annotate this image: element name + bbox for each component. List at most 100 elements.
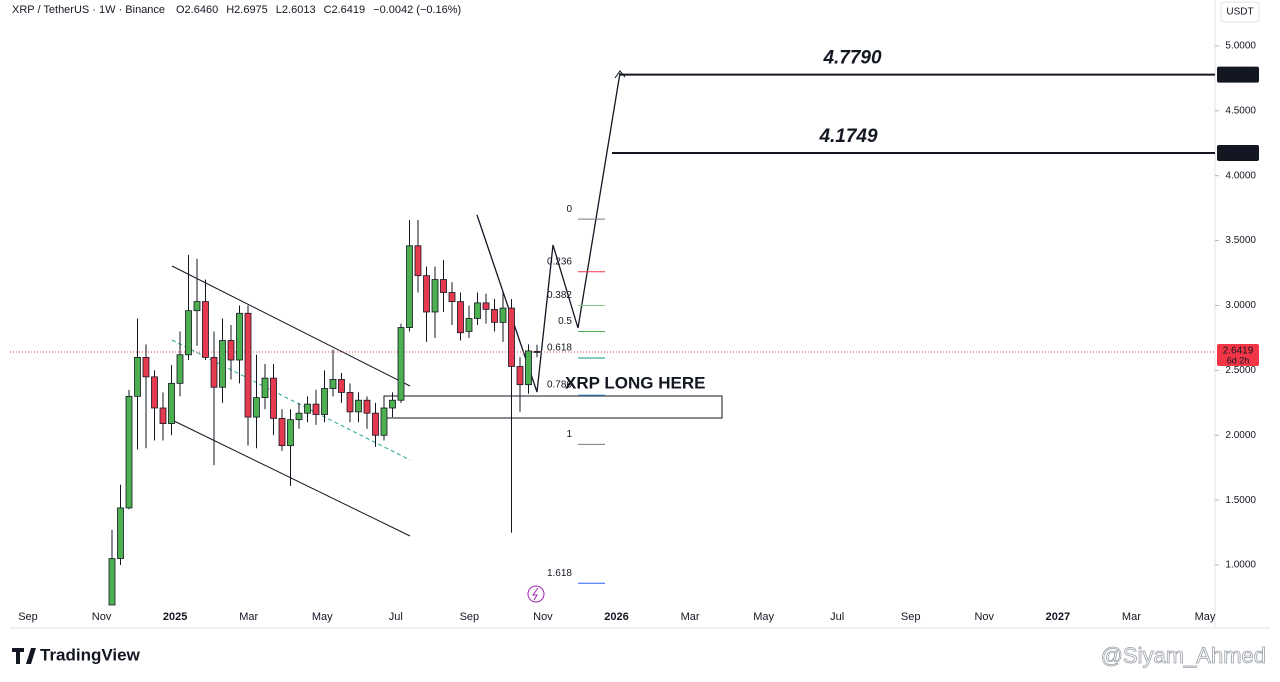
candle-body bbox=[151, 376, 158, 409]
y-tick-label: 1.5000 bbox=[1225, 495, 1256, 506]
ohlc-value: H2.6975 bbox=[226, 4, 268, 16]
x-tick-label: May bbox=[1195, 611, 1216, 623]
candle-body bbox=[338, 379, 345, 393]
countdown: 6d 2h bbox=[1227, 355, 1250, 365]
candle-body bbox=[236, 312, 243, 361]
candle-body bbox=[125, 395, 133, 509]
candle-body bbox=[253, 397, 260, 418]
channel-upper bbox=[171, 265, 411, 387]
target-label: 4.1749 bbox=[818, 126, 878, 147]
ohlc-value: O2.6460 bbox=[176, 4, 218, 16]
event-icon[interactable] bbox=[527, 585, 545, 603]
x-tick-label: Mar bbox=[681, 611, 700, 623]
fib-label: 0.786 bbox=[547, 380, 572, 391]
candle-body bbox=[329, 379, 337, 389]
y-tick-label: 2.5000 bbox=[1225, 365, 1256, 376]
candle-body bbox=[372, 412, 379, 436]
target-tag-label: 4.7790 bbox=[1223, 69, 1254, 80]
fib-label: 0.618 bbox=[547, 343, 572, 354]
fib-label: 0.5 bbox=[558, 316, 572, 327]
candle-body bbox=[363, 399, 371, 414]
last-price-label: 2.6419 bbox=[1223, 346, 1254, 357]
x-tick-label: Nov bbox=[92, 611, 112, 623]
x-tick-label: Nov bbox=[974, 611, 994, 623]
candle-body bbox=[261, 377, 269, 399]
x-tick-label: Mar bbox=[239, 611, 258, 623]
candle-body bbox=[406, 245, 413, 328]
candle-body bbox=[270, 377, 277, 419]
x-tick-label: Jul bbox=[389, 611, 403, 623]
candle-body bbox=[287, 419, 294, 447]
fib-label: 0.382 bbox=[547, 290, 572, 301]
candle-body bbox=[159, 407, 167, 424]
candle-body bbox=[202, 301, 209, 358]
y-tick-label: 5.0000 bbox=[1225, 41, 1256, 52]
candle-body bbox=[193, 301, 201, 312]
candle-body bbox=[219, 340, 226, 388]
last-price-tag bbox=[1217, 343, 1259, 366]
currency-box[interactable] bbox=[1220, 1, 1260, 23]
watermark: @Siyam_Ahmed bbox=[1101, 643, 1266, 668]
candle-body bbox=[448, 292, 456, 302]
candle-body bbox=[397, 327, 405, 401]
x-tick-label: 2026 bbox=[604, 611, 628, 623]
y-tick-label: 4.5000 bbox=[1225, 105, 1256, 116]
brand: TradingView bbox=[40, 645, 141, 664]
candle-body bbox=[491, 308, 498, 323]
candle-body bbox=[185, 310, 192, 356]
y-tick-label: 4.0000 bbox=[1225, 170, 1256, 181]
target-tag-label: 4.1749 bbox=[1223, 148, 1254, 159]
candle-body bbox=[176, 354, 184, 384]
y-tick-label: 2.0000 bbox=[1225, 430, 1256, 441]
brand-logo bbox=[12, 648, 36, 664]
candle-body bbox=[312, 403, 320, 415]
candle-body bbox=[457, 301, 464, 334]
candle-body bbox=[423, 275, 430, 313]
candle-body bbox=[380, 407, 388, 436]
candle-body bbox=[440, 279, 447, 293]
candle-body bbox=[389, 399, 396, 409]
x-tick-label: Mar bbox=[1122, 611, 1141, 623]
candle-body bbox=[321, 388, 328, 415]
candle-body bbox=[465, 318, 473, 332]
y-tick-label: 3.0000 bbox=[1225, 300, 1256, 311]
candle-body bbox=[304, 403, 311, 414]
candle-body bbox=[414, 245, 422, 277]
fib-label: 1 bbox=[566, 429, 572, 440]
fib-label: 0.236 bbox=[547, 256, 572, 267]
candle-body bbox=[168, 382, 175, 424]
candle-body bbox=[142, 356, 150, 378]
annotation: XRP LONG HERE bbox=[565, 373, 705, 392]
x-tick-label: Sep bbox=[460, 611, 480, 623]
target-tag bbox=[1217, 66, 1259, 83]
candle-body bbox=[431, 279, 439, 313]
candle-body bbox=[227, 340, 235, 361]
candle-body bbox=[278, 417, 286, 447]
x-tick-label: May bbox=[312, 611, 333, 623]
x-tick-label: 2027 bbox=[1046, 611, 1070, 623]
candle-body bbox=[474, 302, 481, 319]
candle-body bbox=[482, 302, 490, 310]
candle-body bbox=[355, 399, 362, 413]
x-tick-label: May bbox=[753, 611, 774, 623]
x-tick-label: Sep bbox=[901, 611, 921, 623]
y-tick-label: 3.5000 bbox=[1225, 235, 1256, 246]
candle-body bbox=[108, 558, 116, 606]
x-tick-label: Sep bbox=[18, 611, 38, 623]
candle-body bbox=[346, 392, 354, 413]
candle-body bbox=[210, 356, 218, 388]
x-tick-label: 2025 bbox=[163, 611, 187, 623]
candle-body bbox=[516, 366, 524, 386]
candle-body bbox=[244, 312, 252, 418]
candle-body bbox=[525, 350, 532, 386]
fib-label: 0 bbox=[566, 204, 572, 215]
fib-label: 1.618 bbox=[547, 568, 572, 579]
candle-body bbox=[295, 412, 303, 421]
x-tick-label: Nov bbox=[533, 611, 553, 623]
candle-body bbox=[533, 351, 541, 353]
ohlc-value: C2.6419 bbox=[324, 4, 366, 16]
symbol: XRP / TetherUS · 1W · Binance bbox=[12, 4, 165, 16]
candle-body bbox=[499, 307, 507, 323]
